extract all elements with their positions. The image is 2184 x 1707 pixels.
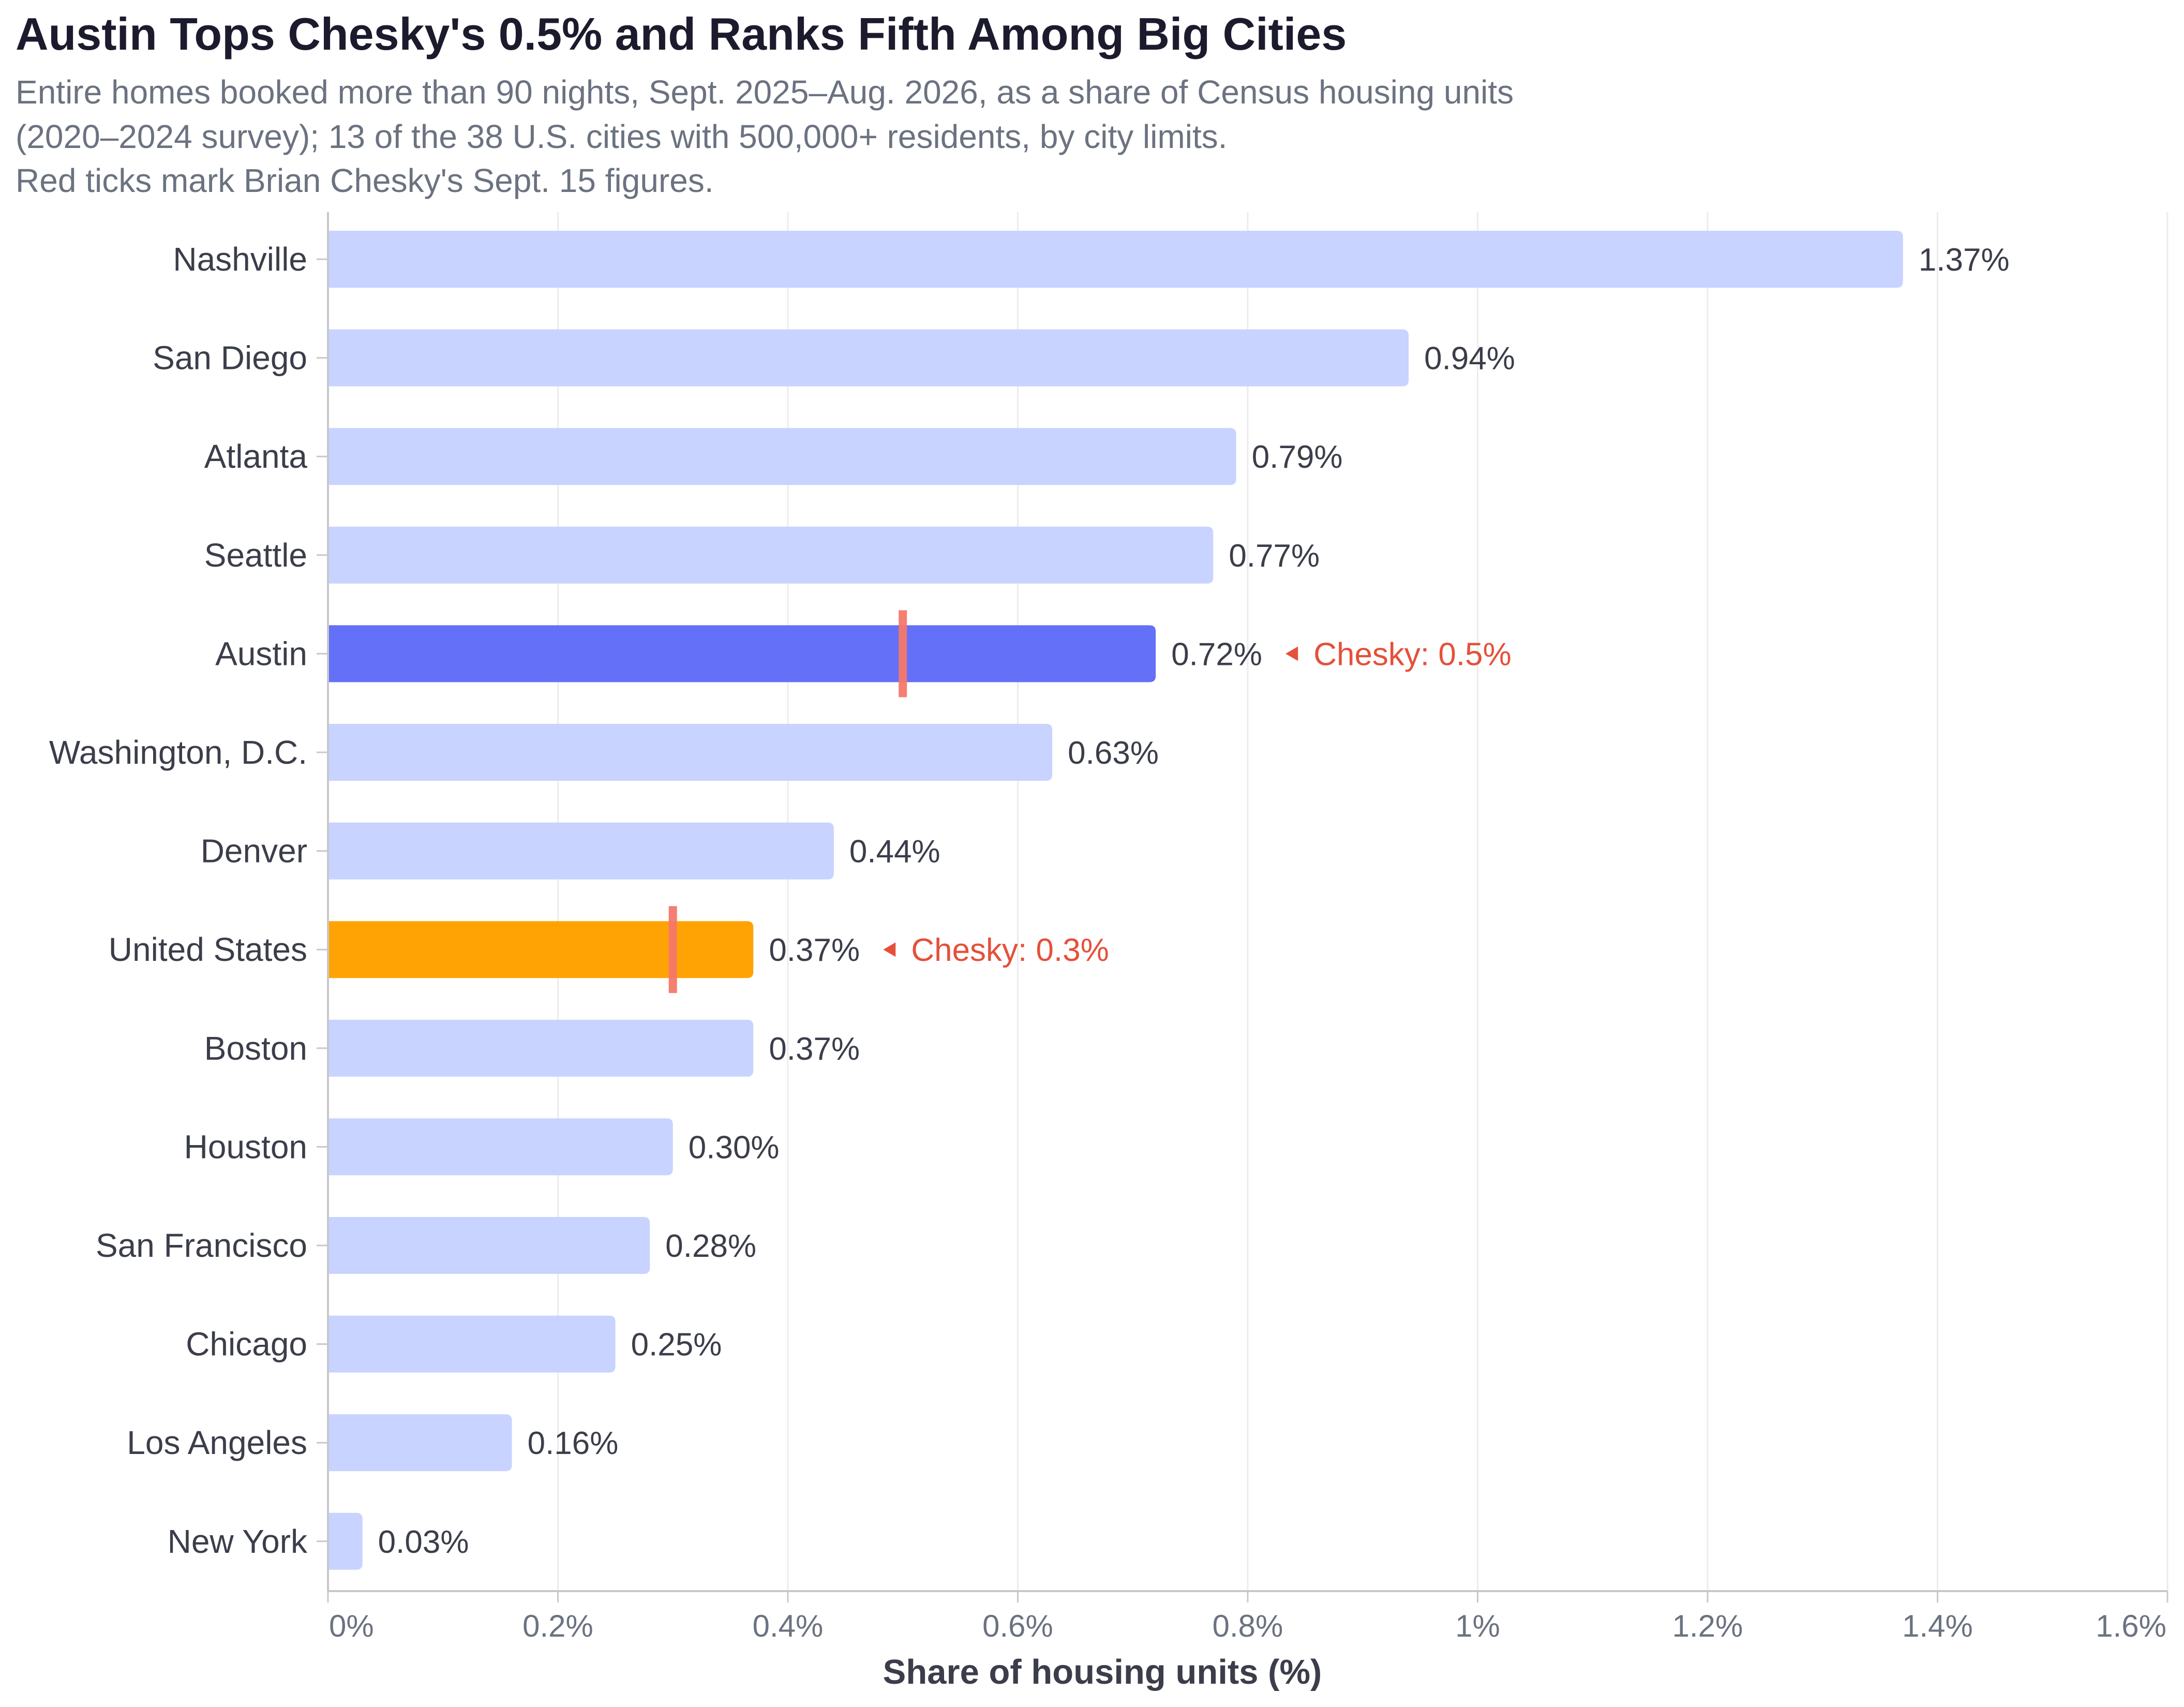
annotation-label: Chesky: 0.3% <box>911 932 1109 968</box>
value-label: 0.37% <box>769 932 860 968</box>
bar <box>328 1019 754 1077</box>
x-axis-title: Share of housing units (%) <box>883 1653 1322 1691</box>
value-label: 0.79% <box>1252 439 1343 475</box>
category-label: United States <box>109 931 307 968</box>
bar <box>328 724 1053 781</box>
category-label: Denver <box>201 833 307 870</box>
bar <box>328 428 1236 485</box>
bar <box>328 1315 616 1373</box>
chart-subtitle-line-2: (2020–2024 survey); 13 of the 38 U.S. ci… <box>16 118 1228 155</box>
value-label: 0.63% <box>1068 735 1159 771</box>
bar <box>328 329 1409 387</box>
category-label: New York <box>168 1523 308 1560</box>
value-label: 0.44% <box>849 834 940 870</box>
x-tick-label: 1.2% <box>1672 1609 1743 1643</box>
bar <box>328 1512 363 1570</box>
value-label: 0.28% <box>665 1228 756 1264</box>
x-tick-label: 1.6% <box>2096 1609 2166 1643</box>
bar <box>328 1118 673 1176</box>
value-label: 0.16% <box>528 1426 619 1461</box>
value-label: 0.94% <box>1424 341 1515 377</box>
chart-subtitle-line-3: Red ticks mark Brian Chesky's Sept. 15 f… <box>16 162 714 199</box>
value-label: 0.25% <box>631 1327 722 1363</box>
bar <box>328 1217 650 1274</box>
bar <box>328 822 834 880</box>
x-tick-label: 0.2% <box>522 1609 593 1643</box>
x-tick-label: 1.4% <box>1902 1609 1973 1643</box>
value-label: 1.37% <box>1919 242 2010 278</box>
bars <box>328 231 1903 1570</box>
value-label: 0.37% <box>769 1031 860 1067</box>
x-tick-label: 0% <box>329 1609 374 1643</box>
bar <box>328 526 1214 584</box>
bar <box>328 1414 512 1472</box>
chesky-ticks <box>668 610 907 993</box>
category-labels: Nashville San Diego Atlanta Seattle Austin Wa… <box>49 241 308 1560</box>
category-label: San Diego <box>153 339 307 377</box>
annotation-label: Chesky: 0.5% <box>1313 636 1512 672</box>
chesky-tick <box>668 906 677 993</box>
category-label: Nashville <box>173 241 307 278</box>
category-label: Boston <box>204 1030 307 1067</box>
category-label: San Francisco <box>96 1227 307 1264</box>
value-label: 0.72% <box>1171 636 1262 672</box>
bar <box>328 625 1156 682</box>
x-tick-label: 0.6% <box>982 1609 1053 1643</box>
value-label: 0.77% <box>1229 538 1320 574</box>
chart-subtitle-line-1: Entire homes booked more than 90 nights,… <box>16 73 1514 111</box>
category-label: Atlanta <box>204 438 308 475</box>
value-labels: 1.37% 0.94% 0.79% 0.77% 0.72% 0.63% 0.44% 0.37%… <box>378 242 2010 1560</box>
axes: 0% 0.2% 0.4% 0.6% 0.8% 1% 1.2% 1.4% 1.6% <box>317 212 2168 1643</box>
gridlines <box>557 212 2168 1591</box>
bar <box>328 921 754 978</box>
category-label: Chicago <box>186 1326 307 1363</box>
chesky-tick <box>899 610 907 697</box>
category-label: Los Angeles <box>127 1424 307 1461</box>
bar <box>328 231 1903 288</box>
value-label: 0.30% <box>689 1130 780 1165</box>
category-label: Houston <box>184 1128 307 1165</box>
category-label: Seattle <box>204 537 307 574</box>
annotation-arrow <box>883 942 896 957</box>
x-tick-label: 0.8% <box>1213 1609 1283 1643</box>
x-tick-label: 1% <box>1455 1609 1500 1643</box>
category-label: Washington, D.C. <box>49 734 307 771</box>
x-tick-label: 0.4% <box>753 1609 824 1643</box>
category-label: Austin <box>215 635 307 672</box>
annotation-arrow <box>1285 646 1298 661</box>
annotations: Chesky: 0.5% Chesky: 0.3% <box>883 636 1512 968</box>
value-label: 0.03% <box>378 1524 469 1560</box>
chart-title: Austin Tops Chesky's 0.5% and Ranks Fift… <box>16 8 1347 60</box>
